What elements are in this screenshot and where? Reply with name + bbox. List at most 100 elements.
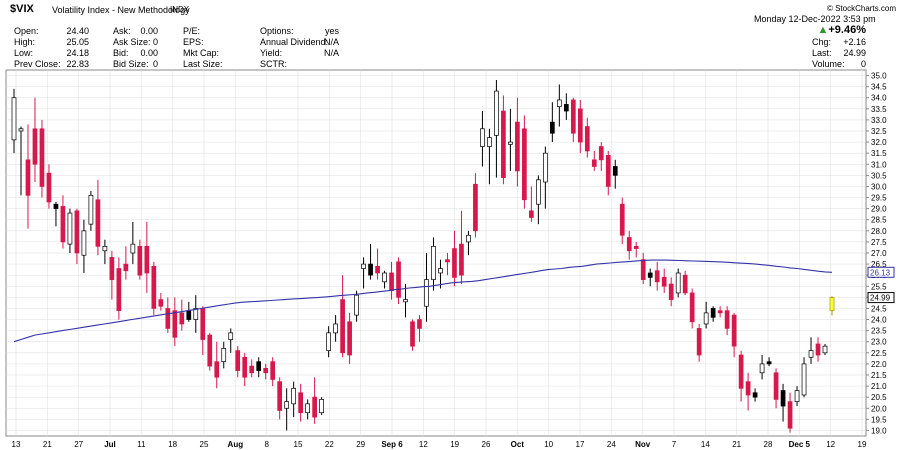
candle-body	[354, 294, 359, 316]
time: 3:53 pm	[843, 14, 876, 24]
candle-body	[612, 166, 618, 176]
candle-body	[501, 110, 506, 178]
candle-body	[137, 245, 143, 276]
candle-body	[752, 392, 758, 398]
quote-value: 24.40	[66, 26, 89, 36]
date-time: Monday 12-Dec-2022 3:53 pm	[754, 14, 876, 24]
y-tick-label: 34.0	[871, 94, 887, 103]
candle-body	[228, 332, 234, 340]
quote-label: Annual Dividend:	[260, 37, 329, 47]
candle-body	[410, 321, 415, 347]
candle-body	[256, 361, 262, 371]
x-tick-label: 18	[168, 440, 177, 449]
y-tick-label: 30.0	[871, 182, 887, 191]
candle-body	[822, 345, 828, 354]
candle-body	[696, 328, 702, 356]
candle-body	[130, 243, 136, 254]
candle-body	[221, 348, 227, 363]
y-tick-label: 27.0	[871, 249, 887, 258]
y-tick-label: 30.5	[871, 171, 887, 180]
candle-body	[403, 299, 408, 303]
y-tick-label: 29.0	[871, 205, 887, 214]
candle-body	[88, 194, 94, 225]
quote-label: Options:	[260, 26, 294, 36]
candle-body	[668, 283, 674, 300]
candle-body	[689, 292, 695, 323]
candle-body	[703, 312, 709, 325]
y-tick-label: 22.5	[871, 349, 887, 358]
candle-body	[745, 381, 751, 396]
candle-body	[326, 332, 331, 351]
ma-label: 26.13	[870, 268, 891, 277]
candle-body	[787, 401, 793, 429]
y-tick-label: 23.0	[871, 338, 887, 347]
candle-body	[165, 308, 171, 329]
candle-body	[661, 277, 667, 287]
quote-value: 24.99	[843, 48, 866, 58]
candle-body	[375, 265, 380, 274]
candle-body	[382, 272, 387, 283]
x-tick-label: 17	[576, 440, 585, 449]
quote-value: N/A	[323, 37, 339, 47]
candle-body	[67, 212, 73, 245]
candle-body	[25, 159, 31, 196]
candle-body	[640, 259, 646, 280]
x-tick-label: 21	[43, 440, 52, 449]
y-tick-label: 25.5	[871, 282, 887, 291]
quote-label: Ask:	[113, 26, 131, 36]
y-tick-label: 24.5	[871, 304, 887, 313]
quote-label: Low:	[14, 48, 34, 58]
candle-body	[682, 274, 688, 294]
last-label-box	[867, 292, 895, 304]
candle-body	[759, 363, 765, 374]
x-tick-label: 26	[482, 440, 491, 449]
candle-body	[647, 272, 653, 278]
candle-body	[193, 308, 199, 320]
y-tick-label: 31.5	[871, 149, 887, 158]
candle-body	[466, 234, 471, 243]
candle-body	[298, 392, 303, 414]
x-tick-label: 11	[137, 440, 146, 449]
candle-body	[808, 350, 814, 358]
quote-label: Bid:	[113, 48, 129, 58]
candle-body	[766, 361, 772, 365]
candle-body	[654, 270, 660, 283]
y-tick-label: 32.0	[871, 138, 887, 147]
candle-body	[773, 372, 779, 400]
candle-body	[53, 203, 59, 209]
candle-body	[598, 146, 604, 161]
candle-body	[158, 299, 164, 307]
candle-body	[81, 230, 87, 256]
candle-body	[312, 396, 317, 418]
x-tick-label: 7	[672, 440, 677, 449]
x-tick-label: 21	[732, 440, 741, 449]
y-tick-label: 31.0	[871, 160, 887, 169]
quote-label: EPS:	[183, 37, 204, 47]
quote-value: 0	[860, 59, 866, 69]
y-tick-label: 19.5	[871, 415, 887, 424]
candle-body	[235, 350, 241, 371]
quote-label: SCTR:	[260, 59, 287, 69]
candle-body	[200, 308, 206, 340]
candle-body	[179, 312, 185, 325]
change-percent-value: +9.46%	[828, 24, 866, 36]
candle-body	[556, 99, 562, 107]
candle-body	[151, 265, 157, 309]
credit: © StockCharts.com	[826, 4, 896, 13]
candle-body	[431, 245, 436, 280]
quote-value: 0.00	[140, 26, 158, 36]
candle-body	[186, 310, 192, 320]
x-tick-label: 12	[826, 440, 835, 449]
candle-body	[675, 272, 681, 294]
x-tick-label: Aug	[228, 440, 244, 449]
instrument-name: Volatility Index - New Methodology	[52, 5, 190, 15]
candle-body	[144, 245, 150, 274]
quote-value: 0.00	[140, 48, 158, 58]
y-tick-label: 32.5	[871, 127, 887, 136]
y-tick-label: 33.5	[871, 105, 887, 114]
quote-label: Chg:	[812, 37, 832, 47]
candle-body	[102, 245, 108, 252]
candle-body	[563, 104, 569, 112]
quote-value: 24.18	[66, 48, 89, 58]
